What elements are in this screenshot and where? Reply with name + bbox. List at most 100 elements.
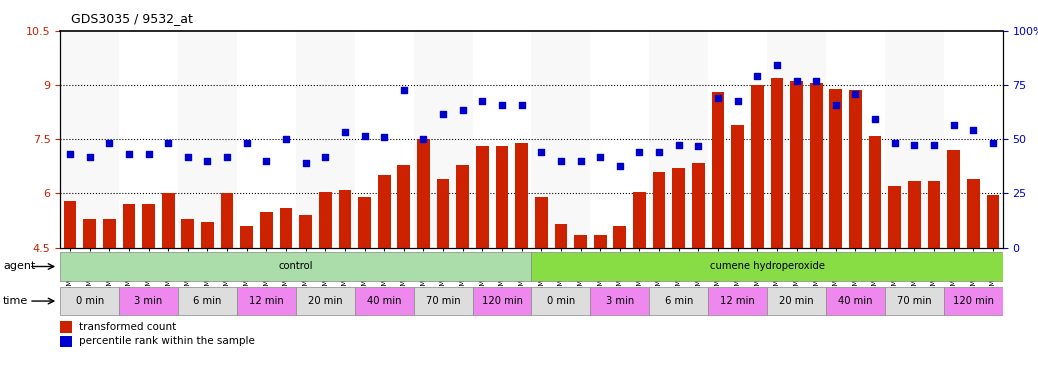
Bar xyxy=(531,31,591,248)
Point xyxy=(297,160,313,166)
Point xyxy=(219,154,236,161)
Bar xyxy=(476,146,489,248)
Bar xyxy=(299,215,312,248)
Bar xyxy=(296,287,355,315)
Bar xyxy=(515,143,528,248)
Bar xyxy=(535,197,548,248)
Point xyxy=(120,151,137,157)
Text: 120 min: 120 min xyxy=(953,296,993,306)
Bar xyxy=(60,31,119,248)
Bar xyxy=(750,85,764,248)
Bar xyxy=(60,321,72,333)
Point xyxy=(847,91,864,97)
Bar xyxy=(810,83,822,248)
Point xyxy=(474,98,491,104)
Bar xyxy=(633,192,646,248)
Point xyxy=(926,142,943,148)
Bar xyxy=(162,194,174,248)
Bar xyxy=(884,287,944,315)
Bar xyxy=(201,222,214,248)
Bar xyxy=(182,219,194,248)
Point xyxy=(415,136,432,142)
Bar xyxy=(457,164,469,248)
Bar xyxy=(398,164,410,248)
Point xyxy=(965,127,982,133)
Bar xyxy=(885,31,944,248)
Bar xyxy=(829,89,842,248)
Point xyxy=(906,142,923,148)
Point xyxy=(808,78,824,84)
Point xyxy=(985,140,1002,146)
Bar xyxy=(142,204,155,248)
Bar xyxy=(378,175,390,248)
Bar xyxy=(531,287,591,315)
Bar xyxy=(279,208,293,248)
Bar xyxy=(319,192,332,248)
Bar xyxy=(221,194,234,248)
Bar xyxy=(103,219,115,248)
Text: 70 min: 70 min xyxy=(426,296,461,306)
Bar xyxy=(179,31,237,248)
Bar xyxy=(355,287,413,315)
Bar xyxy=(889,186,901,248)
Text: time: time xyxy=(3,296,28,306)
Text: control: control xyxy=(278,262,313,271)
Point xyxy=(690,143,707,149)
Text: 3 min: 3 min xyxy=(135,296,163,306)
Point xyxy=(651,149,667,155)
Bar xyxy=(495,146,509,248)
Point xyxy=(886,140,903,146)
Bar xyxy=(944,287,1003,315)
Text: GDS3035 / 9532_at: GDS3035 / 9532_at xyxy=(71,12,192,25)
Text: 0 min: 0 min xyxy=(76,296,104,306)
Bar xyxy=(928,181,940,248)
Bar xyxy=(673,168,685,248)
Bar xyxy=(767,287,826,315)
Bar xyxy=(986,195,1000,248)
Bar xyxy=(531,252,1003,281)
Point xyxy=(199,158,216,164)
Bar xyxy=(869,136,881,248)
Bar xyxy=(338,190,351,248)
Text: 40 min: 40 min xyxy=(367,296,402,306)
Point xyxy=(258,158,275,164)
Bar xyxy=(437,179,449,248)
Bar xyxy=(296,31,355,248)
Bar xyxy=(358,197,371,248)
Point xyxy=(140,151,157,157)
Text: 20 min: 20 min xyxy=(308,296,343,306)
Point xyxy=(768,62,785,68)
Bar xyxy=(83,219,97,248)
Point xyxy=(336,129,353,135)
Text: 120 min: 120 min xyxy=(482,296,522,306)
Bar xyxy=(966,179,980,248)
Point xyxy=(317,154,333,161)
Point xyxy=(376,134,392,141)
Bar xyxy=(948,150,960,248)
Point xyxy=(180,154,196,161)
Bar xyxy=(731,125,744,248)
Bar xyxy=(63,201,77,248)
Bar xyxy=(594,235,606,248)
Bar xyxy=(613,226,626,248)
Bar xyxy=(179,287,237,315)
Point xyxy=(572,158,589,164)
Bar xyxy=(650,31,708,248)
Point xyxy=(494,102,511,108)
Bar xyxy=(122,204,135,248)
Point xyxy=(749,73,766,79)
Text: 12 min: 12 min xyxy=(249,296,283,306)
Text: transformed count: transformed count xyxy=(79,322,176,332)
Point xyxy=(278,136,295,142)
Bar xyxy=(708,287,767,315)
Point xyxy=(455,107,471,113)
Point xyxy=(81,154,98,161)
Bar xyxy=(472,287,531,315)
Text: 20 min: 20 min xyxy=(780,296,814,306)
Text: 3 min: 3 min xyxy=(606,296,634,306)
Text: percentile rank within the sample: percentile rank within the sample xyxy=(79,336,254,346)
Point xyxy=(671,142,687,148)
Bar xyxy=(770,78,784,248)
Bar xyxy=(849,90,862,248)
Bar xyxy=(417,139,430,248)
